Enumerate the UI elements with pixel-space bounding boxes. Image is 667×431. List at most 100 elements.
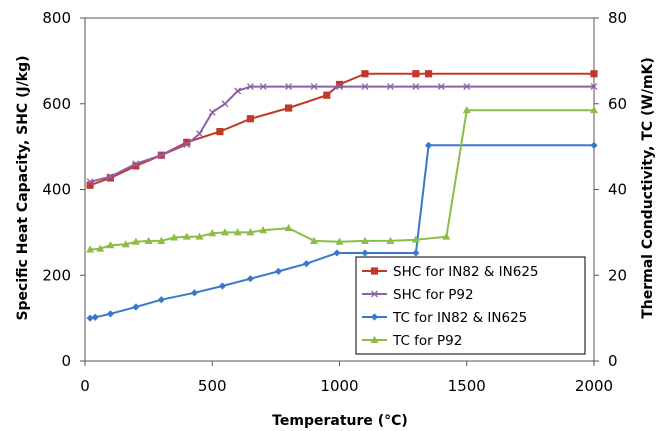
data-point <box>157 151 165 159</box>
data-point <box>361 83 369 91</box>
y-tick-label: 400 <box>42 181 71 199</box>
data-point <box>259 83 267 91</box>
data-point <box>590 141 598 149</box>
data-point <box>360 236 369 244</box>
x-tick-label: 1000 <box>320 377 358 395</box>
legend-label: TC for IN82 & IN625 <box>392 310 527 326</box>
series-shc-for-p92 <box>86 83 598 186</box>
series-tc-for-in82-in625 <box>86 141 598 322</box>
series-line <box>89 85 594 183</box>
series-tc-for-p92 <box>86 105 598 253</box>
data-point <box>106 174 115 182</box>
data-point <box>285 83 293 91</box>
data-point <box>157 236 166 244</box>
y2-tick-label: 0 <box>608 352 618 370</box>
y2-tick-label: 20 <box>608 266 627 284</box>
data-point <box>590 105 598 114</box>
y-tick-label: 800 <box>42 9 71 27</box>
data-point <box>86 245 95 253</box>
data-point <box>386 83 394 91</box>
x-tick-label: 1500 <box>448 377 486 395</box>
data-point <box>182 232 191 240</box>
data-point <box>106 310 115 318</box>
data-point <box>412 249 420 257</box>
data-point <box>218 282 227 290</box>
y2-tick-label: 60 <box>608 95 627 113</box>
data-point <box>335 80 344 89</box>
legend-entry: TC for IN82 & IN625 <box>362 310 527 326</box>
legend-entry: TC for P92 <box>362 333 462 349</box>
x-axis-title: Temperature (°C) <box>272 413 408 429</box>
data-point <box>462 105 471 114</box>
data-point <box>132 162 140 170</box>
data-point <box>411 235 420 243</box>
series-layer <box>86 70 598 322</box>
data-point <box>216 128 224 136</box>
data-point <box>246 228 255 236</box>
data-point <box>233 228 242 236</box>
data-point <box>442 232 451 240</box>
data-point <box>412 83 420 91</box>
y-axis-ticks: 0 200 400 600 800 <box>42 9 85 370</box>
data-point <box>121 240 130 248</box>
data-point <box>220 228 229 236</box>
data-point <box>336 83 343 91</box>
data-point <box>323 91 331 99</box>
y-tick-label: 600 <box>42 95 71 113</box>
y-axis-title: Specific Heat Capacity, SHC (J/kg) <box>15 55 31 320</box>
x-tick-label: 0 <box>80 377 90 395</box>
data-point <box>86 178 94 186</box>
data-point <box>246 83 254 91</box>
data-point <box>246 275 255 283</box>
series-shc-for-in82-in625 <box>86 70 598 189</box>
legend-marker <box>370 335 379 343</box>
data-point <box>106 241 115 249</box>
x-axis-ticks: 0 500 1000 1500 2000 <box>80 361 613 395</box>
data-point <box>590 83 598 91</box>
data-point <box>132 303 140 311</box>
data-point <box>132 160 140 168</box>
data-point <box>144 236 153 244</box>
y2-tick-label: 40 <box>608 181 627 199</box>
data-point <box>335 237 344 245</box>
data-point <box>131 237 140 245</box>
y2-tick-label: 80 <box>608 9 627 27</box>
legend-entry: SHC for IN82 & IN625 <box>362 264 539 280</box>
series-line <box>90 109 594 251</box>
data-point <box>208 108 216 116</box>
data-point <box>590 70 598 78</box>
data-point <box>302 260 311 268</box>
data-point <box>386 236 395 244</box>
legend-label: SHC for P92 <box>393 287 474 303</box>
data-point <box>183 141 191 148</box>
data-point <box>246 115 255 123</box>
series-line <box>89 72 594 187</box>
data-point <box>310 83 318 91</box>
data-point <box>259 226 268 234</box>
data-point <box>234 87 242 95</box>
data-point <box>96 244 105 252</box>
legend-marker <box>371 290 378 298</box>
legend-label: TC for P92 <box>392 333 462 349</box>
legend-marker <box>370 313 379 321</box>
x-tick-label: 2000 <box>575 377 613 395</box>
legend-label: SHC for IN82 & IN625 <box>393 264 539 280</box>
data-point <box>333 249 341 257</box>
data-point <box>437 83 445 91</box>
data-point <box>412 70 420 78</box>
data-point <box>196 130 203 138</box>
data-point <box>361 70 369 78</box>
legend-box <box>355 256 586 355</box>
data-point <box>91 313 99 321</box>
y-tick-label: 0 <box>61 352 71 370</box>
legend: SHC for IN82 & IN625 SHC for P92 TC for IN… <box>355 256 586 355</box>
data-point <box>170 233 179 241</box>
data-point <box>86 181 94 189</box>
data-point <box>424 141 433 149</box>
legend-marker <box>370 267 379 275</box>
data-point <box>106 173 114 181</box>
data-point <box>310 236 319 244</box>
data-point <box>190 289 199 297</box>
data-point <box>285 104 293 112</box>
data-point <box>195 232 204 240</box>
